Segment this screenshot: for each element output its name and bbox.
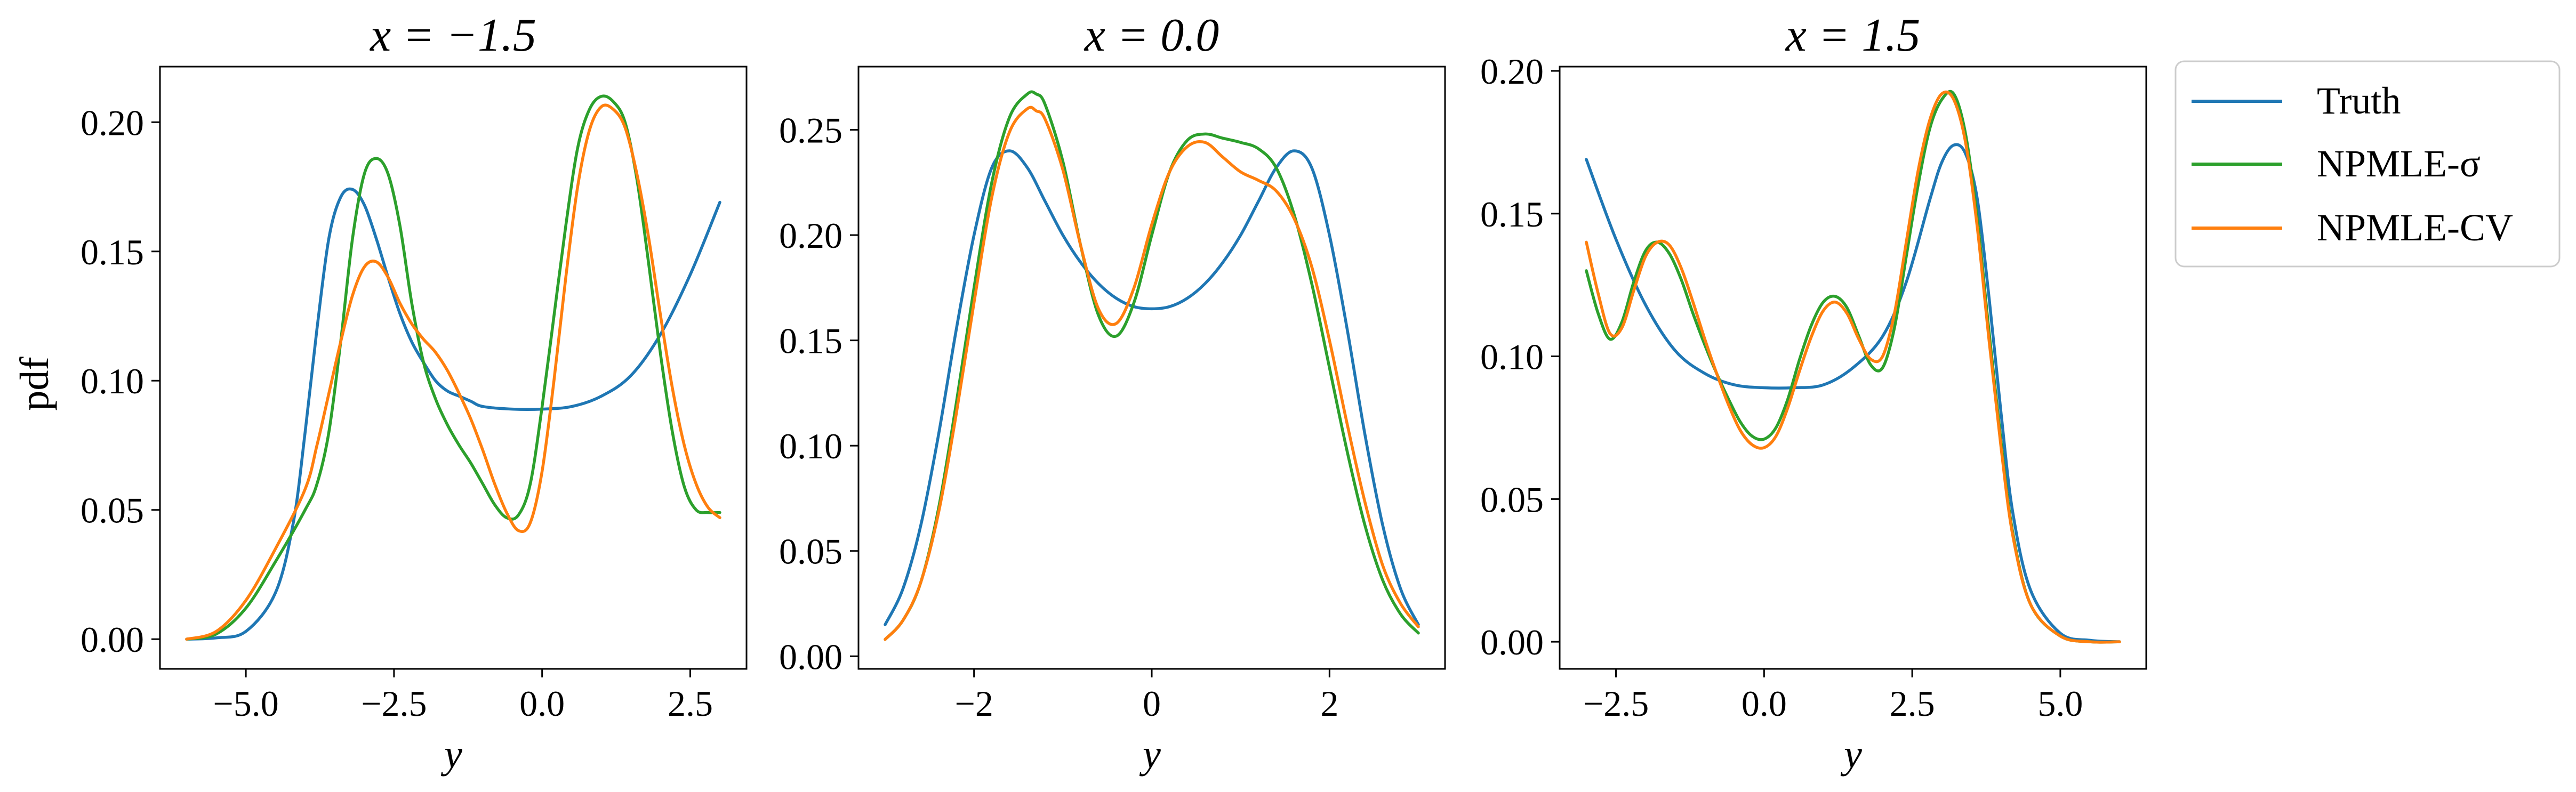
panel-2-xtick-label: 0 xyxy=(1143,683,1161,724)
legend-label-npmle-sigma: NPMLE-σ xyxy=(2317,142,2481,185)
panel-1-xtick-label: 2.5 xyxy=(668,683,713,724)
panel-2-ytick-label: 0.25 xyxy=(779,110,842,151)
panel-1-series-npmle-cv xyxy=(185,103,721,641)
panel-1-series xyxy=(185,94,721,641)
panel-2-frame xyxy=(857,66,1446,670)
panel-2-xtick-label: 2 xyxy=(1320,683,1338,724)
panel-3-xtick-label: 5.0 xyxy=(2037,683,2083,724)
panel-1-ytick-label: 0.10 xyxy=(81,361,144,401)
panel-1-ytick-label: 0.15 xyxy=(81,232,144,272)
panel-1-frame xyxy=(159,66,748,670)
panel-1-ylabel: pdf xyxy=(12,357,57,411)
panel-1-ytick-label: 0.20 xyxy=(81,102,144,143)
panel-1-ytick-label: 0.00 xyxy=(81,619,144,660)
panel-1-xtick-label: −5.0 xyxy=(213,683,278,724)
panel-3-series-truth xyxy=(1585,143,2121,643)
panel-3-xtick-label: 0.0 xyxy=(1742,683,1787,724)
panel-3-ytick-label: 0.20 xyxy=(1480,51,1544,92)
panel-3-ytick-label: 0.00 xyxy=(1480,622,1544,662)
panel-3-ytick-label: 0.05 xyxy=(1480,479,1544,520)
panel-3-series-npmle-cv xyxy=(1585,90,2121,644)
panel-3-xlabel: y xyxy=(1840,732,1862,777)
panel-2-ytick-label: 0.10 xyxy=(779,426,842,466)
panel-3-yticks: 0.00 0.05 0.10 0.15 0.20 xyxy=(1480,51,1560,662)
legend-label-npmle-cv: NPMLE-CV xyxy=(2317,206,2513,249)
panel-3: x = 1.5 0.00 0.05 0.10 0.15 0.20 −2.5 0.0 2.5 5… xyxy=(1480,10,2147,777)
panel-3-xticks: −2.5 0.0 2.5 5.0 xyxy=(1583,669,2083,724)
panel-2-series-truth xyxy=(884,149,1420,626)
panel-2-ytick-label: 0.15 xyxy=(779,321,842,361)
panel-3-xtick-label: 2.5 xyxy=(1890,683,1935,724)
panel-2: x = 0.0 0.00 0.05 0.10 0.15 0.20 0.25 −2 0 2 y xyxy=(779,10,1446,777)
panel-3-title: x = 1.5 xyxy=(1785,10,1920,61)
panel-2-title: x = 0.0 xyxy=(1084,10,1219,61)
panel-2-ytick-label: 0.05 xyxy=(779,531,842,572)
panel-1-series-npmle-sigma xyxy=(185,94,721,641)
panel-2-yticks: 0.00 0.05 0.10 0.15 0.20 0.25 xyxy=(779,110,858,677)
panel-1-ytick-label: 0.05 xyxy=(81,490,144,531)
panel-1-title: x = −1.5 xyxy=(369,10,536,61)
legend-label-truth: Truth xyxy=(2317,79,2401,122)
panel-2-series-npmle-sigma xyxy=(884,90,1420,641)
panel-1-xtick-label: −2.5 xyxy=(361,683,427,724)
legend: Truth NPMLE-σ NPMLE-CV xyxy=(2174,60,2561,268)
panel-1: x = −1.5 pdf 0.00 0.05 0.10 0.15 0.20 −5.0 −2… xyxy=(12,10,748,777)
panel-1-xlabel: y xyxy=(440,732,462,777)
panel-3-ytick-label: 0.15 xyxy=(1480,194,1544,235)
panel-2-series xyxy=(884,90,1420,641)
panel-3-xtick-label: −2.5 xyxy=(1583,683,1649,724)
panel-1-series-truth xyxy=(185,187,721,641)
panel-1-yticks: 0.00 0.05 0.10 0.15 0.20 xyxy=(81,102,160,660)
panel-1-xtick-label: 0.0 xyxy=(519,683,565,724)
panel-2-series-npmle-cv xyxy=(884,106,1420,641)
panel-3-frame xyxy=(1559,66,2147,670)
panel-2-ytick-label: 0.20 xyxy=(779,215,842,256)
panel-3-ytick-label: 0.10 xyxy=(1480,337,1544,377)
panel-2-ytick-label: 0.00 xyxy=(779,636,842,677)
panel-3-series xyxy=(1585,90,2121,644)
panel-2-xtick-label: −2 xyxy=(954,683,993,724)
legend-frame xyxy=(2174,60,2561,268)
panel-1-xticks: −5.0 −2.5 0.0 2.5 xyxy=(213,669,713,724)
panel-2-xlabel: y xyxy=(1139,732,1161,777)
panel-2-xticks: −2 0 2 xyxy=(954,669,1338,724)
